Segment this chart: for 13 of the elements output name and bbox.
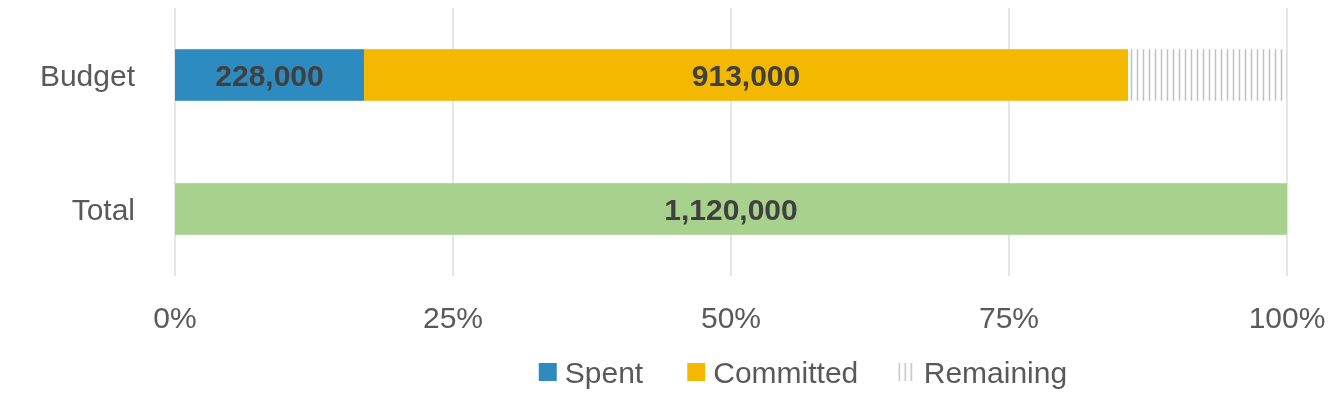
annotation: 913,000	[691, 58, 801, 92]
y-tick-label: Budget	[39, 58, 136, 92]
x-tick-label: 50%	[700, 301, 762, 334]
x-tick-label: 25%	[422, 301, 484, 334]
legend-label: Committed	[713, 355, 859, 389]
legend-label: Remaining	[923, 355, 1068, 389]
y-tick-label: Total	[71, 192, 135, 226]
x-tick-label: 0%	[153, 301, 197, 334]
annotation: 1,120,000	[664, 192, 798, 226]
legend-label: Spent	[564, 355, 644, 389]
x-tick-label: 100%	[1248, 301, 1326, 334]
annotation: 228,000	[215, 58, 324, 92]
x-tick-label: 75%	[978, 301, 1040, 334]
